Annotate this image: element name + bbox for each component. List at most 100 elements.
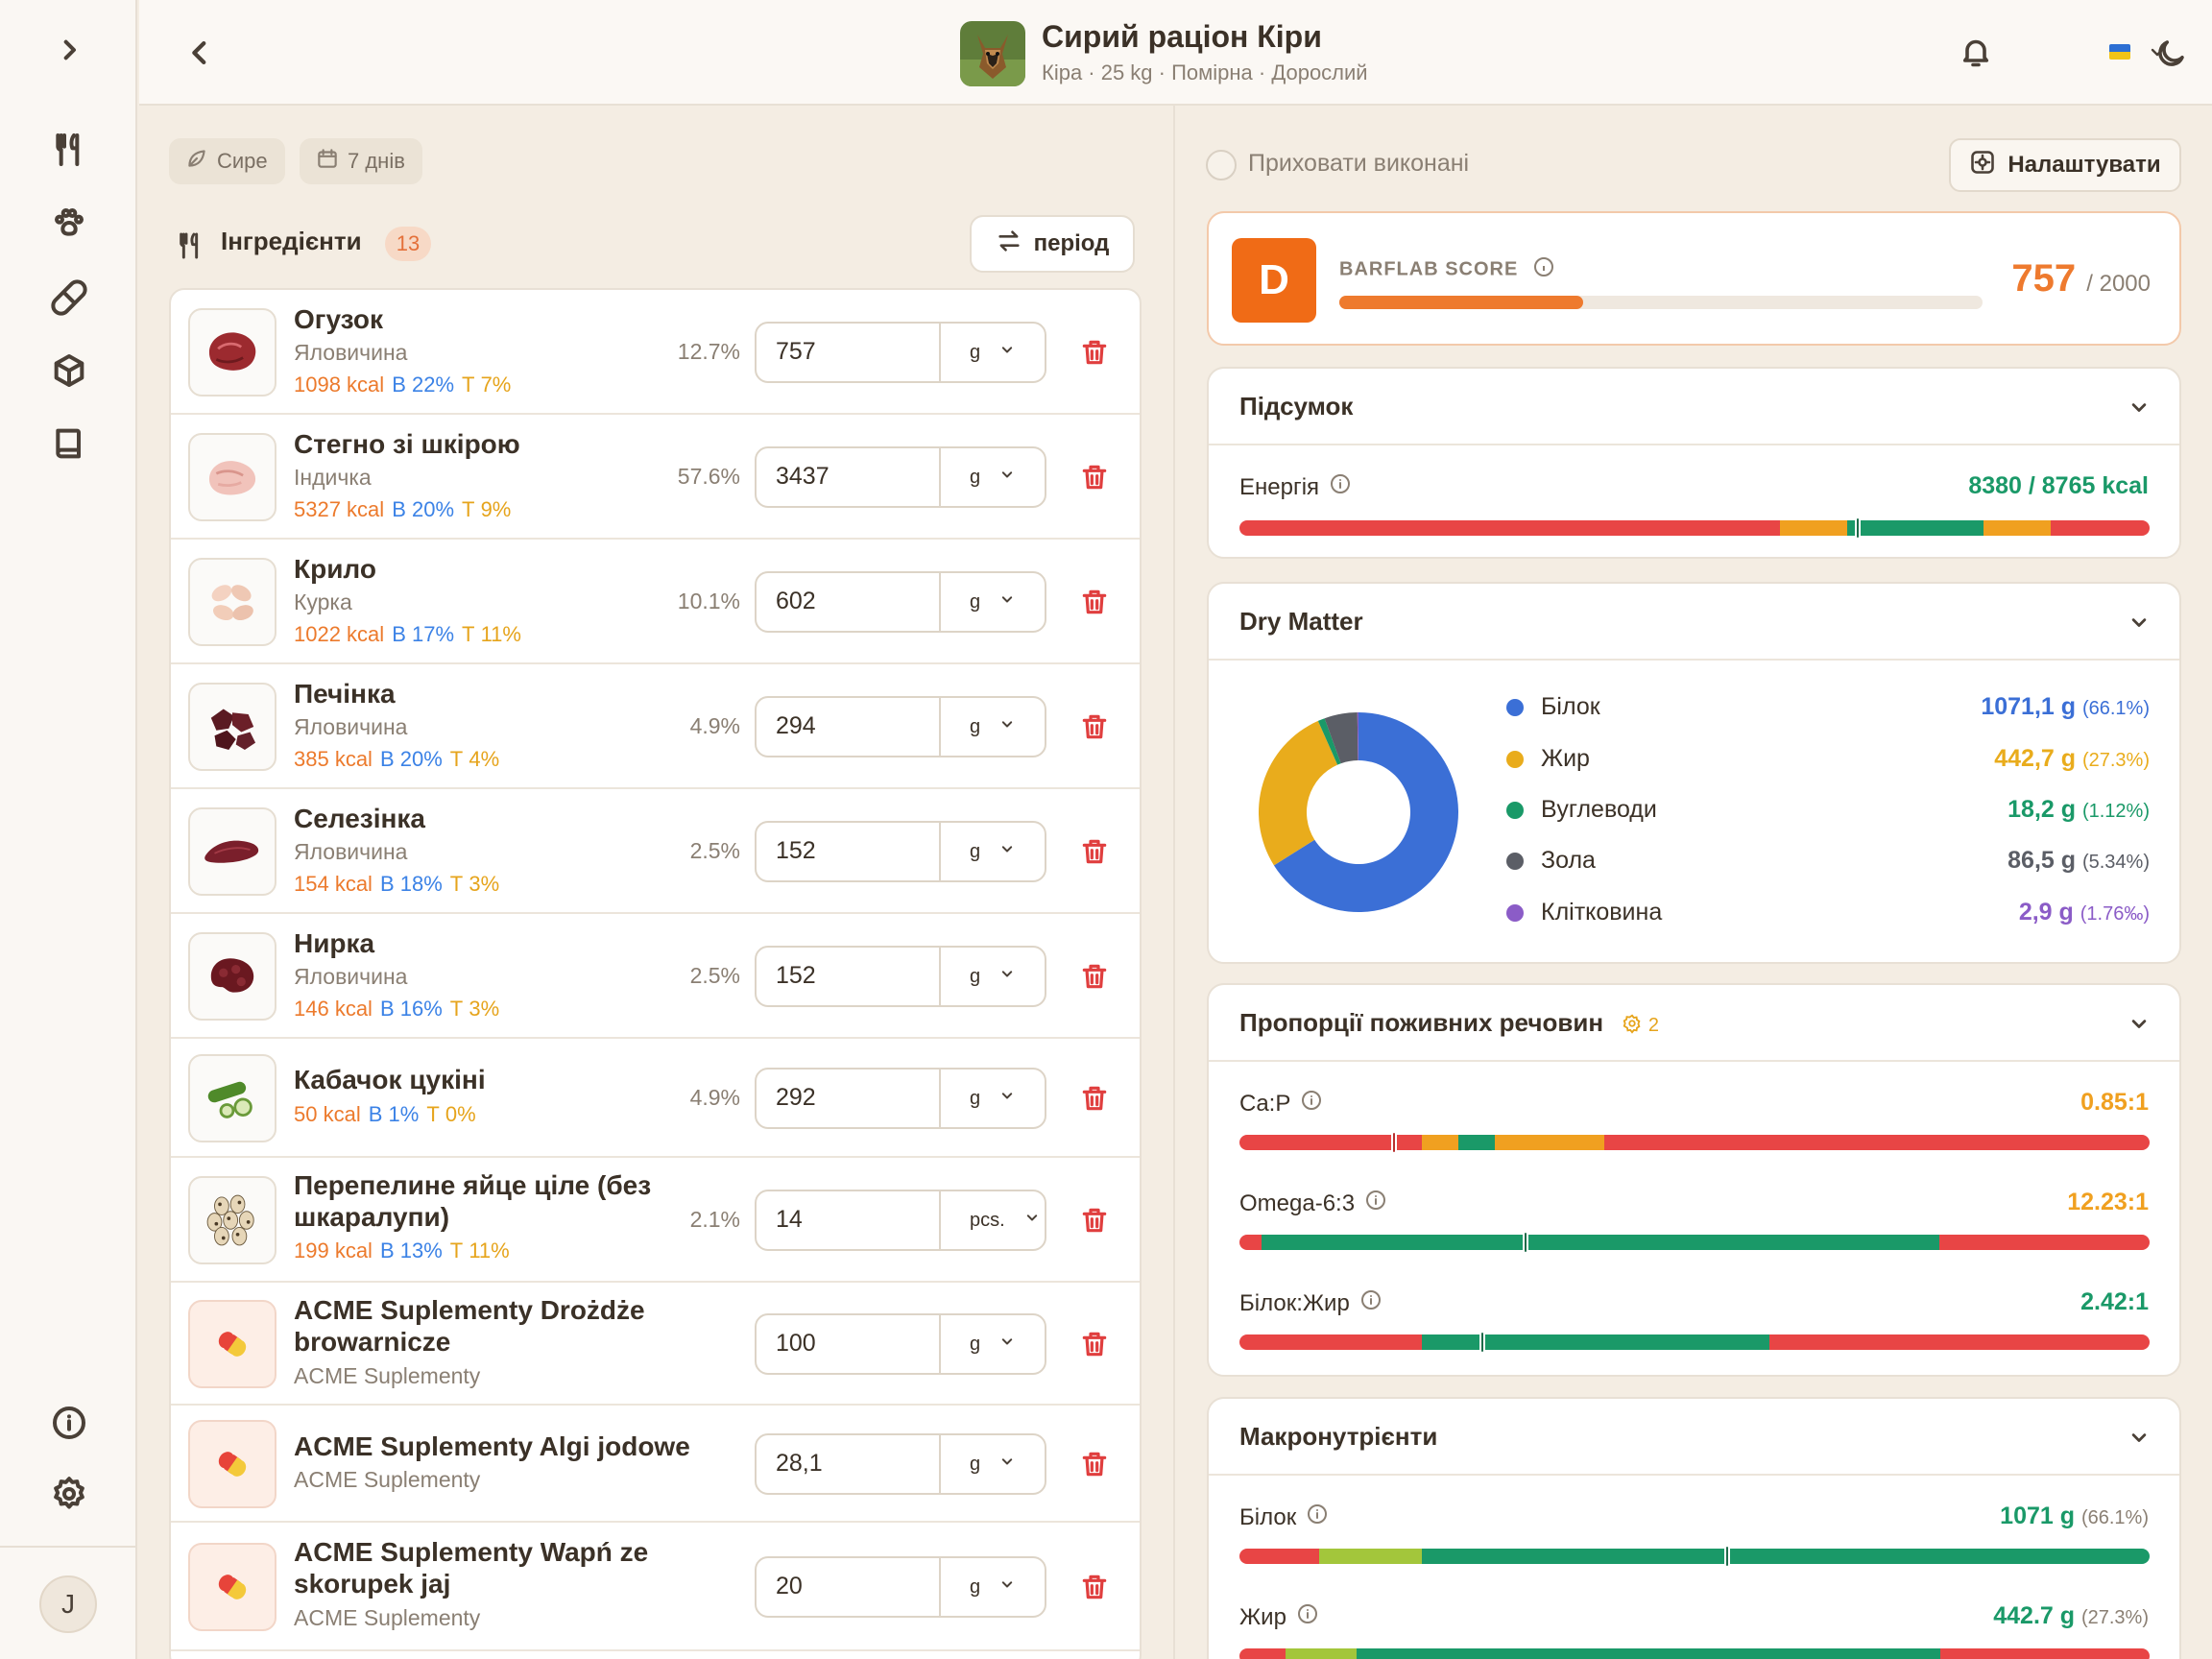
ingredient-name[interactable]: Огузок [294, 304, 383, 334]
unit-select[interactable]: g [941, 698, 1046, 756]
days-filter-chip[interactable]: 7 днів [300, 138, 422, 184]
quantity-input[interactable]: 152 [776, 962, 816, 989]
unit-select[interactable]: g [941, 1315, 1046, 1373]
rail-divider [0, 1546, 137, 1548]
delete-trash-icon[interactable] [1075, 1079, 1114, 1118]
ingredient-name[interactable]: Нирка [294, 928, 375, 958]
quantity-input[interactable]: 294 [776, 712, 816, 739]
delete-trash-icon[interactable] [1075, 583, 1114, 621]
ingredient-kcal: 154 kcal [294, 872, 373, 896]
chevron-down-icon[interactable] [2126, 609, 2152, 636]
quantity-input[interactable]: 292 [776, 1084, 816, 1111]
unit-select[interactable]: g [941, 448, 1046, 506]
info-icon[interactable] [44, 1398, 94, 1448]
quantity-input[interactable]: 100 [776, 1330, 816, 1357]
ingredient-row[interactable]: Печінка Яловичина 385 kcal В 20% Т 4% 4.9% 294… [171, 664, 1140, 789]
ingredient-row[interactable]: Перепелине яйце ціле (без шкаралупи) 199 … [171, 1158, 1140, 1283]
ingredient-name[interactable]: Крило [294, 554, 376, 584]
pill-icon [188, 1543, 276, 1631]
back-chevron-icon[interactable] [176, 29, 224, 77]
ingredient-row[interactable]: Стегно зі шкірою Індичка 5327 kcal В 20% Т 9… [171, 415, 1140, 540]
unit-select[interactable]: g [941, 324, 1046, 381]
ingredient-kcal: 5327 kcal [294, 497, 385, 521]
delete-trash-icon[interactable] [1075, 708, 1114, 746]
quantity-input[interactable]: 757 [776, 338, 816, 365]
book-icon[interactable] [44, 419, 94, 469]
hide-done-checkbox[interactable] [1206, 150, 1237, 180]
ingredient-name[interactable]: Печінка [294, 679, 396, 709]
ingredient-name[interactable]: ACME Suplementy Algi jodowe [294, 1431, 690, 1461]
quantity-input[interactable]: 20 [776, 1573, 803, 1599]
delete-trash-icon[interactable] [1075, 1325, 1114, 1363]
info-icon[interactable] [1532, 255, 1555, 284]
ingredient-row[interactable]: Селезінка Яловичина 154 kcal В 18% Т 3% 2.5% 1… [171, 789, 1140, 914]
ingredient-kcal: 385 kcal [294, 747, 373, 771]
delete-trash-icon[interactable] [1075, 957, 1114, 996]
chevron-down-icon [998, 839, 1017, 864]
quantity-input[interactable]: 14 [776, 1206, 803, 1233]
unit-select[interactable]: g [941, 573, 1046, 631]
unit-select[interactable]: g [941, 1435, 1046, 1493]
box-icon[interactable] [44, 346, 94, 396]
delete-trash-icon[interactable] [1075, 832, 1114, 871]
dry-matter-header[interactable]: Dry Matter [1209, 584, 2179, 661]
delete-trash-icon[interactable] [1075, 333, 1114, 372]
macros-header[interactable]: Макронутрієнти [1209, 1399, 2179, 1476]
quantity-separator [939, 448, 941, 506]
ingredient-row[interactable]: Кабачок цукіні 50 kcal В 1% Т 0% 4.9% 292 g [171, 1039, 1140, 1158]
quantity-input[interactable]: 3437 [776, 463, 830, 490]
ingredient-row[interactable]: Огузок Яловичина 1098 kcal В 22% Т 7% 12.7% 75… [171, 290, 1140, 415]
pill-icon[interactable] [44, 273, 94, 323]
expand-sidebar-icon[interactable] [44, 25, 94, 75]
delete-trash-icon[interactable] [1075, 1445, 1114, 1483]
info-icon[interactable] [1300, 1089, 1323, 1118]
ingredient-row[interactable]: ACME Suplementy Drożdże browarnicze ACME … [171, 1283, 1140, 1406]
ingredient-row[interactable]: Крило Курка 1022 kcal В 17% Т 11% 10.1% 602 g [171, 540, 1140, 664]
fork-knife-icon [175, 230, 205, 266]
fork-knife-icon[interactable] [44, 125, 94, 175]
chevron-down-icon[interactable] [2126, 1424, 2152, 1451]
delete-trash-icon[interactable] [1075, 1201, 1114, 1239]
summary-header[interactable]: Підсумок [1209, 369, 2179, 445]
ingredient-name[interactable]: Селезінка [294, 804, 425, 833]
unit-select[interactable]: g [941, 948, 1046, 1005]
info-icon[interactable] [1364, 1189, 1387, 1218]
ingredient-row[interactable]: ACME Suplementy Wapń ze skorupek jaj ACME… [171, 1523, 1140, 1651]
period-button[interactable]: період [970, 215, 1135, 273]
ingredient-name[interactable]: Кабачок цукіні [294, 1065, 486, 1094]
info-icon[interactable] [1306, 1503, 1329, 1532]
info-icon[interactable] [1359, 1288, 1382, 1318]
raw-filter-chip[interactable]: Сире [169, 138, 285, 184]
unit-select[interactable]: g [941, 823, 1046, 880]
quantity-input[interactable]: 152 [776, 837, 816, 864]
ingredient-source: ACME Suplementy [294, 1605, 481, 1630]
chevron-down-icon[interactable] [2126, 1010, 2152, 1037]
ingredient-name[interactable]: ACME Suplementy Wapń ze skorupek jaj [294, 1537, 649, 1599]
ingredient-row[interactable]: Нирка Яловичина 146 kcal В 16% Т 3% 2.5% 152 g [171, 914, 1140, 1039]
configure-button[interactable]: Налаштувати [1949, 138, 2181, 192]
bell-icon[interactable] [1959, 35, 1993, 74]
ingredient-name[interactable]: Перепелине яйце ціле (без шкаралупи) [294, 1170, 652, 1232]
unit-select[interactable]: pcs. [941, 1191, 1046, 1249]
info-icon[interactable] [1296, 1602, 1319, 1632]
ingredient-fat: Т 3% [449, 872, 500, 896]
energy-label: Енергія [1239, 472, 1352, 502]
ingredient-name[interactable]: Стегно зі шкірою [294, 429, 520, 459]
paw-icon[interactable] [44, 198, 94, 248]
ratios-header[interactable]: Пропорції поживних речовин 2 [1209, 985, 2179, 1062]
quantity-input[interactable]: 602 [776, 588, 816, 614]
delete-trash-icon[interactable] [1075, 458, 1114, 496]
ingredient-kcal: 1098 kcal [294, 373, 385, 397]
unit-select[interactable]: g [941, 1558, 1046, 1616]
chevron-down-icon[interactable] [2126, 394, 2152, 421]
ingredient-row[interactable]: ACME Suplementy Algi jodowe ACME Suplemen… [171, 1406, 1140, 1523]
moon-icon[interactable] [2153, 36, 2188, 76]
ingredient-name[interactable]: ACME Suplementy Drożdże browarnicze [294, 1295, 645, 1357]
user-avatar[interactable]: J [39, 1575, 97, 1633]
quantity-input[interactable]: 28,1 [776, 1450, 823, 1477]
settings-gear-icon[interactable] [44, 1469, 94, 1519]
panel-divider [1173, 106, 1175, 1659]
unit-select[interactable]: g [941, 1070, 1046, 1127]
info-icon[interactable] [1329, 472, 1352, 502]
delete-trash-icon[interactable] [1075, 1568, 1114, 1606]
